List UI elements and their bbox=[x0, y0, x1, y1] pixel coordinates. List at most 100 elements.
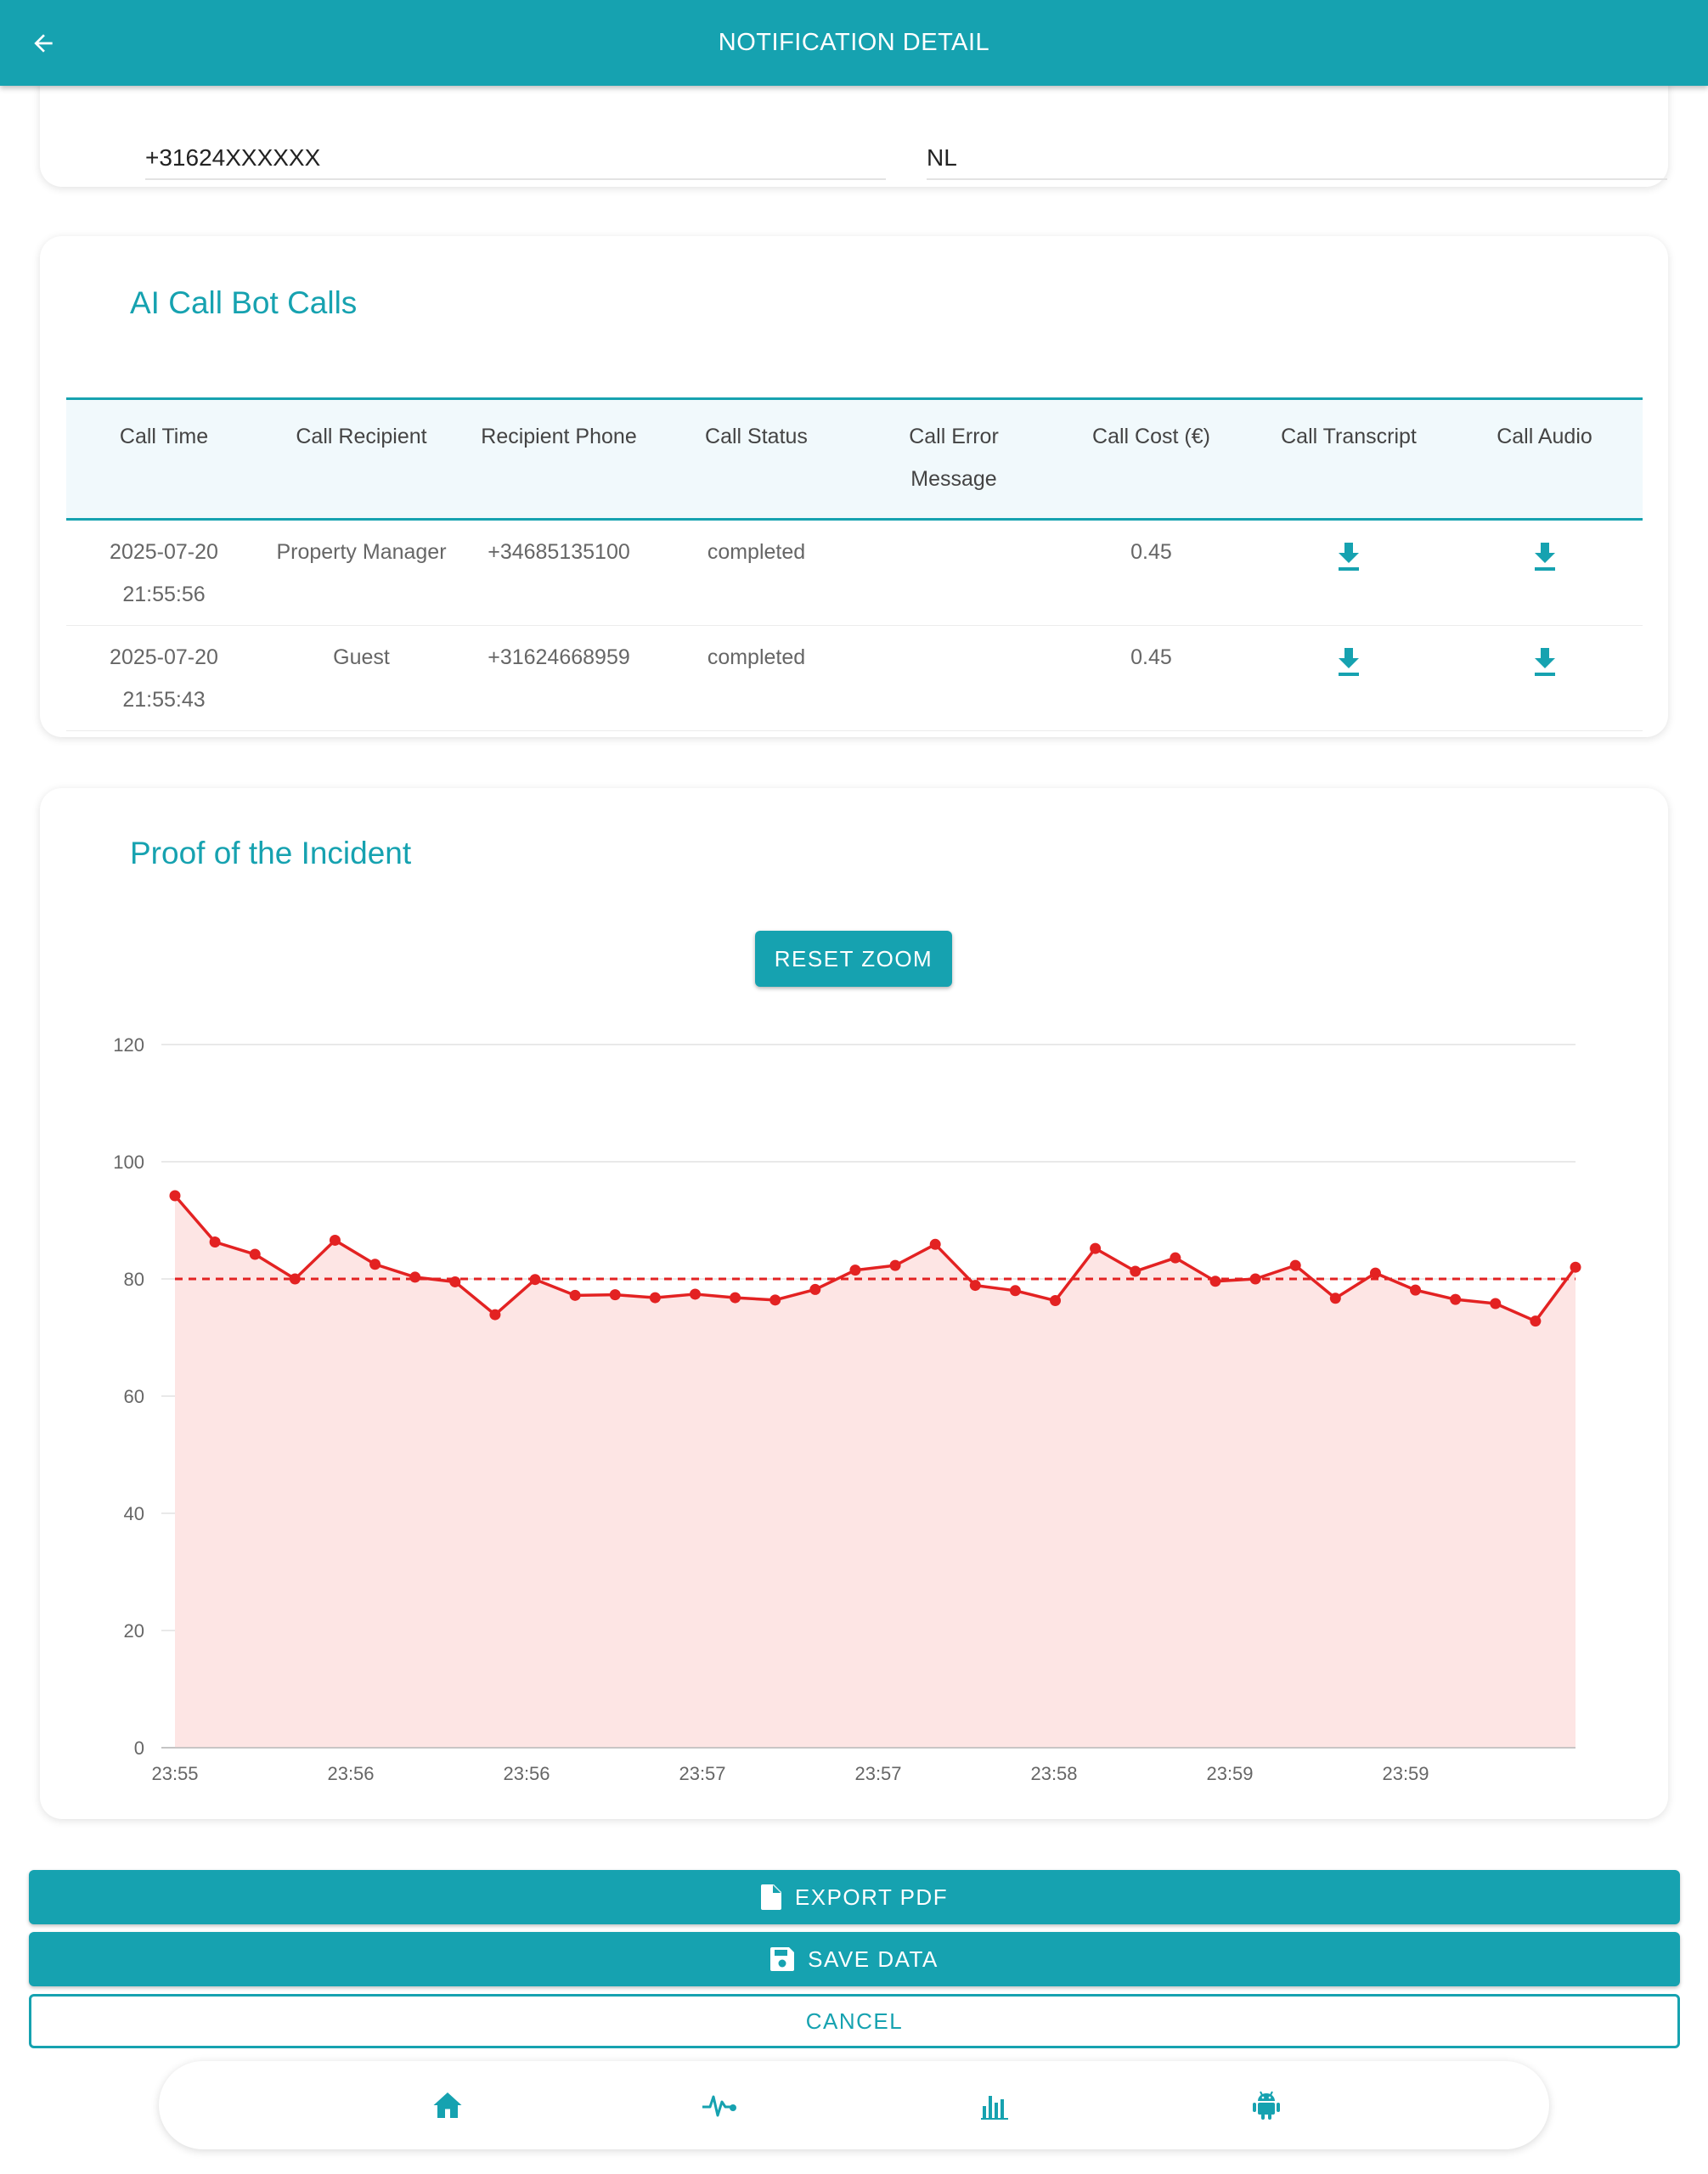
transcript-cell bbox=[1251, 519, 1446, 626]
data-point bbox=[609, 1289, 621, 1301]
data-point bbox=[529, 1274, 541, 1286]
app-bar: NOTIFICATION DETAIL bbox=[0, 0, 1708, 86]
download-transcript-button[interactable] bbox=[1336, 541, 1361, 586]
x-tick-label: 23:59 bbox=[1382, 1763, 1429, 1784]
error-cell bbox=[856, 625, 1051, 731]
recipient-cell: Guest bbox=[262, 625, 461, 731]
data-point bbox=[1050, 1295, 1062, 1307]
save-data-button[interactable]: SAVE DATA bbox=[29, 1932, 1680, 1986]
download-audio-button[interactable] bbox=[1532, 541, 1558, 586]
calls-section-title: AI Call Bot Calls bbox=[130, 285, 358, 320]
country-field[interactable]: NL bbox=[927, 87, 1667, 180]
column-header-label: Call Error Message bbox=[909, 425, 999, 491]
android-icon bbox=[1253, 2091, 1280, 2120]
data-point bbox=[1530, 1315, 1542, 1327]
column-header[interactable]: Call Time bbox=[119, 425, 209, 448]
data-point bbox=[1209, 1276, 1221, 1287]
phone-cell: +34685135100 bbox=[461, 519, 657, 626]
data-point bbox=[209, 1236, 221, 1248]
data-point bbox=[169, 1190, 181, 1202]
data-point bbox=[449, 1276, 461, 1287]
data-point bbox=[889, 1259, 901, 1271]
x-tick-label: 23:59 bbox=[1206, 1763, 1253, 1784]
export-pdf-button[interactable]: EXPORT PDF bbox=[29, 1870, 1680, 1924]
data-point bbox=[929, 1238, 941, 1250]
data-point bbox=[809, 1283, 821, 1295]
x-tick-label: 23:56 bbox=[503, 1763, 550, 1784]
table-row: 2025-07-20 21:55:43 Guest +31624668959 co… bbox=[66, 625, 1643, 731]
column-header[interactable]: Call Error Message bbox=[856, 399, 1051, 520]
call-date: 2025-07-20 bbox=[110, 645, 218, 669]
data-point bbox=[409, 1271, 421, 1283]
floppy-disk-icon bbox=[770, 1947, 795, 1971]
download-transcript-button[interactable] bbox=[1336, 646, 1361, 691]
audio-cell bbox=[1446, 625, 1643, 731]
column-header[interactable]: Call Status bbox=[705, 425, 808, 448]
data-point bbox=[1249, 1273, 1261, 1285]
proof-section-title: Proof of the Incident bbox=[130, 836, 412, 870]
column-header[interactable]: Recipient Phone bbox=[481, 425, 637, 448]
phone-value: +31624XXXXXX bbox=[145, 144, 321, 171]
y-tick-label: 40 bbox=[124, 1503, 144, 1524]
data-point bbox=[329, 1234, 341, 1246]
heartbeat-icon bbox=[702, 2095, 736, 2117]
y-tick-label: 0 bbox=[134, 1738, 144, 1759]
phone-field[interactable]: +31624XXXXXX bbox=[145, 87, 886, 180]
data-point bbox=[249, 1248, 261, 1260]
data-point bbox=[1329, 1293, 1341, 1304]
call-date: 2025-07-20 bbox=[110, 540, 218, 564]
data-point bbox=[1009, 1285, 1021, 1297]
nav-home[interactable] bbox=[426, 2083, 470, 2127]
data-point bbox=[689, 1288, 701, 1300]
column-header[interactable]: Call Transcript bbox=[1281, 425, 1417, 448]
data-point bbox=[1410, 1284, 1422, 1296]
x-tick-label: 23:57 bbox=[679, 1763, 725, 1784]
error-cell bbox=[856, 519, 1051, 626]
series-line bbox=[173, 1194, 1577, 1323]
calls-table: Call Time Call Recipient Recipient Phone… bbox=[66, 397, 1643, 731]
data-point bbox=[1289, 1259, 1301, 1271]
data-point bbox=[569, 1289, 581, 1301]
data-point bbox=[1369, 1267, 1381, 1279]
column-header[interactable]: Call Recipient bbox=[296, 425, 427, 448]
column-header[interactable]: Call Audio bbox=[1497, 425, 1592, 448]
y-tick-label: 100 bbox=[113, 1152, 144, 1173]
data-point bbox=[1090, 1242, 1102, 1254]
back-button[interactable] bbox=[19, 19, 68, 68]
download-icon bbox=[1339, 648, 1359, 676]
area-fill bbox=[175, 1196, 1576, 1748]
data-point bbox=[969, 1280, 981, 1292]
incident-chart[interactable]: 0 20 40 60 80 100 120 23:55 23:56 23:56 23:57 23:57… bbox=[0, 0, 1708, 1826]
recipient-cell: Property Manager bbox=[262, 519, 461, 626]
data-point bbox=[369, 1259, 381, 1270]
phone-cell: +31624668959 bbox=[461, 625, 657, 731]
nav-android[interactable] bbox=[1244, 2083, 1288, 2127]
status-cell: completed bbox=[657, 625, 856, 731]
data-point bbox=[769, 1294, 781, 1306]
audio-cell bbox=[1446, 519, 1643, 626]
reset-zoom-button[interactable]: RESET ZOOM bbox=[755, 931, 952, 987]
data-point bbox=[1570, 1261, 1581, 1273]
transcript-cell bbox=[1251, 625, 1446, 731]
bar-chart-icon bbox=[981, 2096, 1008, 2120]
download-audio-button[interactable] bbox=[1532, 646, 1558, 691]
y-tick-label: 80 bbox=[124, 1269, 144, 1290]
table-row: 2025-07-20 21:55:56 Property Manager +346… bbox=[66, 519, 1643, 626]
download-icon bbox=[1534, 543, 1555, 571]
y-tick-label: 20 bbox=[124, 1620, 144, 1642]
data-point bbox=[489, 1309, 501, 1321]
data-point bbox=[1170, 1252, 1181, 1264]
x-tick-label: 23:55 bbox=[151, 1763, 198, 1784]
data-point bbox=[1130, 1265, 1141, 1277]
download-icon bbox=[1339, 543, 1359, 571]
nav-activity[interactable] bbox=[697, 2083, 741, 2127]
y-tick-label: 60 bbox=[124, 1386, 144, 1407]
call-time: 21:55:56 bbox=[122, 583, 206, 606]
data-point bbox=[1450, 1293, 1462, 1305]
cancel-button[interactable]: CANCEL bbox=[29, 1994, 1680, 2048]
y-tick-label: 120 bbox=[113, 1034, 144, 1056]
column-header[interactable]: Call Cost (€) bbox=[1092, 425, 1210, 448]
page-title: NOTIFICATION DETAIL bbox=[718, 29, 990, 56]
nav-stats[interactable] bbox=[972, 2083, 1017, 2127]
x-tick-label: 23:58 bbox=[1030, 1763, 1077, 1784]
